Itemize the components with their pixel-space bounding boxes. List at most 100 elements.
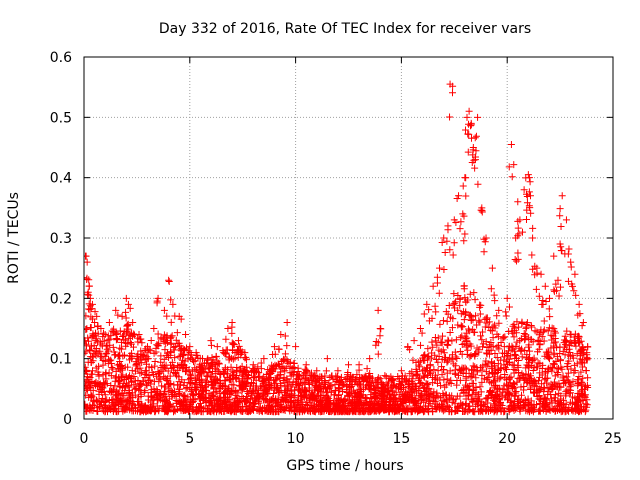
roti-point: [505, 375, 513, 383]
roti-point: [331, 387, 339, 395]
roti-point: [403, 376, 411, 384]
roti-point: [459, 323, 467, 331]
roti-point: [208, 392, 216, 400]
roti-point: [485, 323, 493, 331]
roti-point: [84, 391, 90, 399]
roti-point: [581, 392, 589, 400]
roti-point: [179, 365, 187, 373]
roti-point: [542, 403, 550, 411]
roti-peak-cluster-point: [385, 388, 393, 396]
roti-point: [265, 385, 273, 393]
roti-point: [102, 375, 110, 383]
roti-point: [121, 375, 129, 383]
roti-peak-cluster-point: [556, 205, 564, 213]
x-tick-label: 25: [604, 431, 622, 447]
grid-lines: [84, 57, 613, 419]
roti-peak-cluster-point: [448, 89, 456, 97]
roti-point: [436, 376, 444, 384]
roti-point: [353, 397, 361, 405]
roti-peak-cluster-point: [510, 161, 518, 169]
roti-peak-point: [88, 300, 96, 308]
roti-point: [270, 390, 278, 398]
roti-point: [198, 378, 206, 386]
roti-point: [407, 388, 415, 396]
roti-point: [158, 382, 166, 390]
roti-point: [167, 387, 175, 395]
roti-point: [575, 396, 583, 404]
roti-peak-cluster-point: [461, 230, 469, 238]
roti-peak-point: [546, 294, 554, 302]
roti-peak-cluster-point: [491, 297, 499, 305]
roti-point: [191, 376, 199, 384]
roti-peak-cluster-point: [404, 343, 412, 351]
roti-point: [464, 341, 472, 349]
roti-point: [500, 408, 508, 416]
roti-point: [84, 404, 90, 412]
roti-point: [476, 310, 484, 318]
roti-point: [466, 290, 474, 298]
roti-point: [405, 404, 413, 412]
roti-point: [561, 403, 569, 411]
roti-point: [150, 349, 158, 357]
roti-point: [462, 343, 470, 351]
roti-point: [156, 396, 164, 404]
roti-point: [497, 338, 505, 346]
roti-point: [568, 406, 576, 414]
roti-peak-cluster-point: [502, 312, 510, 320]
roti-peak-cluster-point: [84, 367, 89, 375]
roti-point: [188, 407, 196, 415]
roti-peak-point: [313, 367, 321, 375]
roti-point: [524, 362, 532, 370]
roti-point: [118, 373, 126, 381]
roti-peak-cluster-point: [153, 299, 161, 307]
roti-point: [495, 345, 503, 353]
roti-point: [534, 359, 542, 367]
roti-point: [138, 339, 146, 347]
roti-peak-point: [165, 276, 173, 284]
roti-point: [160, 355, 168, 363]
roti-point: [401, 405, 409, 413]
roti-point: [475, 346, 483, 354]
roti-point: [521, 376, 529, 384]
roti-point: [175, 389, 183, 397]
roti-peak-cluster-point: [191, 364, 199, 372]
roti-point: [176, 391, 184, 399]
roti-peak-cluster-point: [141, 347, 149, 355]
roti-point: [494, 394, 502, 402]
roti-point: [147, 389, 155, 397]
roti-peak-cluster-point: [425, 306, 433, 314]
roti-point: [472, 374, 480, 382]
x-tick-label: 20: [498, 431, 516, 447]
roti-point: [524, 370, 532, 378]
roti-point: [435, 352, 443, 360]
roti-point: [451, 369, 459, 377]
roti-point: [191, 357, 199, 365]
roti-point: [106, 335, 114, 343]
roti-point: [568, 393, 576, 401]
roti-point: [255, 373, 263, 381]
roti-point: [443, 369, 451, 377]
roti-point: [421, 356, 429, 364]
roti-point: [164, 408, 172, 416]
roti-point: [99, 379, 107, 387]
roti-point: [412, 397, 420, 405]
roti-point: [95, 390, 103, 398]
roti-point: [174, 398, 182, 406]
roti-point: [230, 387, 238, 395]
roti-point: [510, 320, 518, 328]
roti-point: [320, 380, 328, 388]
roti-point: [387, 384, 395, 392]
roti-point: [440, 366, 448, 374]
roti-point: [175, 378, 183, 386]
roti-point: [134, 338, 142, 346]
roti-point: [233, 366, 241, 374]
roti-point: [278, 358, 286, 366]
roti-peak-cluster-point: [269, 364, 277, 372]
roti-point: [469, 362, 477, 370]
roti-peak-cluster-point: [567, 263, 575, 271]
roti-point: [171, 370, 179, 378]
roti-point: [530, 354, 538, 362]
roti-peak-cluster-point: [173, 329, 181, 337]
roti-point: [254, 394, 262, 402]
roti-peak-cluster-point: [460, 212, 468, 220]
